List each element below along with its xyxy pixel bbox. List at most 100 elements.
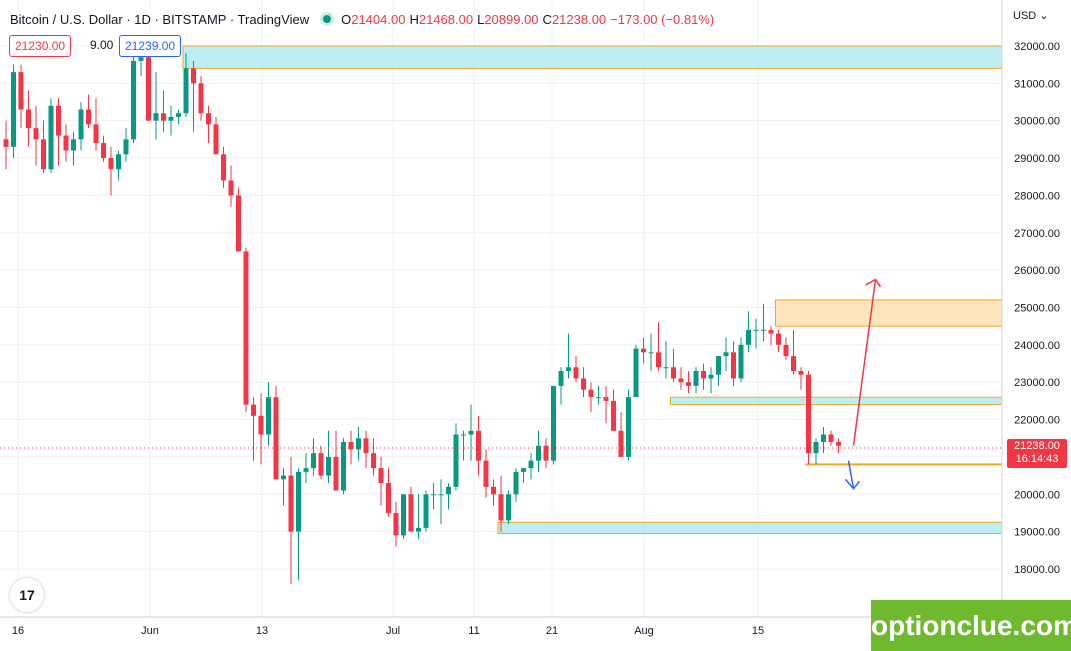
candle-body — [746, 329, 751, 345]
price-zone — [775, 299, 1003, 327]
price-zone — [670, 396, 1003, 406]
candle-body — [671, 367, 676, 379]
close-value: 21238.00 — [551, 11, 607, 27]
candle-body — [521, 468, 526, 472]
candle-body — [821, 434, 826, 442]
symbol-title[interactable]: Bitcoin / U.S. Dollar · 1D · BITSTAMP · … — [10, 11, 310, 27]
bullish-arrow-head — [865, 278, 882, 288]
candle-body — [776, 333, 781, 345]
candle-body — [386, 483, 391, 513]
high-value: 21468.00 — [418, 11, 474, 27]
price-tick-label: 20000.00 — [1014, 489, 1060, 501]
candle-body — [273, 397, 279, 480]
bar-countdown: 16:14:43 — [1015, 453, 1059, 465]
candle-body — [588, 389, 594, 398]
candle-body — [378, 468, 384, 484]
candle-body — [33, 128, 39, 140]
candle-body — [333, 456, 339, 491]
candle-body — [506, 494, 511, 521]
current-price-label: 21238.00 16:14:43 — [1007, 439, 1067, 468]
candle-body — [513, 471, 519, 495]
candle-body — [716, 356, 721, 375]
price-tick-label: 31000.00 — [1014, 78, 1060, 90]
candle-body — [258, 415, 264, 435]
candle-body — [41, 139, 46, 170]
currency-selector[interactable]: USD ⌄ — [1013, 10, 1049, 22]
candle-body — [3, 139, 9, 147]
high-label: H — [409, 11, 419, 27]
candle-body — [438, 494, 444, 496]
price-tick-label: 25000.00 — [1014, 302, 1060, 314]
candle-body — [611, 400, 616, 431]
price-tick-label: 22000.00 — [1014, 415, 1060, 427]
candle-body — [633, 348, 639, 398]
candle-body — [78, 109, 84, 140]
candle-body — [753, 329, 759, 331]
candle-body — [641, 348, 646, 353]
candle-body — [648, 352, 654, 354]
candle-body — [138, 57, 144, 61]
candle-body — [761, 329, 766, 331]
candle-body — [108, 158, 114, 170]
bearish-arrow — [847, 460, 855, 489]
candle-body — [423, 494, 429, 528]
price-tick-label: 24000.00 — [1014, 340, 1060, 352]
price-tick-label: 32000.00 — [1014, 41, 1060, 53]
candle-body — [566, 367, 571, 371]
time-tick-label: 21 — [546, 625, 558, 637]
buy-button[interactable]: 21239.00 — [119, 35, 182, 57]
price-zone — [497, 521, 1003, 535]
candle-body — [266, 397, 271, 435]
candle-body — [491, 486, 496, 495]
candle-body — [71, 139, 76, 151]
candle-body — [363, 438, 369, 454]
candle-body — [768, 329, 774, 334]
candle-body — [708, 374, 714, 379]
candle-body — [581, 378, 586, 390]
tradingview-logo-icon[interactable]: 17 — [10, 578, 44, 612]
change-value: −173.00 (−0.81%) — [610, 11, 715, 27]
candle-body — [536, 445, 541, 461]
price-tick-label: 19000.00 — [1014, 527, 1060, 539]
candle-body — [146, 57, 151, 121]
candle-body — [356, 438, 361, 450]
price-tick-label: 29000.00 — [1014, 153, 1060, 165]
candle-body — [468, 430, 474, 435]
candle-body — [528, 460, 534, 469]
time-tick-label: 13 — [256, 625, 268, 637]
candle-body — [603, 397, 609, 401]
candle-body — [341, 441, 346, 491]
candle-body — [701, 370, 706, 379]
candle-body — [18, 72, 24, 110]
price-tick-label: 18000.00 — [1014, 564, 1060, 576]
candle-body — [791, 356, 796, 371]
time-tick-label: 16 — [12, 625, 24, 637]
candle-body — [93, 124, 99, 144]
candle-body — [543, 445, 549, 461]
candle-body — [678, 378, 684, 383]
candle-body — [626, 397, 631, 457]
candle-body — [236, 195, 241, 252]
brand-watermark: optionclue.com — [871, 600, 1071, 651]
candle-body — [303, 468, 309, 472]
candle-body — [446, 486, 451, 495]
candle-body — [228, 180, 234, 196]
candle-body — [183, 68, 189, 114]
candle-body — [401, 494, 406, 536]
candle-body — [483, 460, 489, 487]
candle-body — [693, 370, 699, 386]
close-label: C — [542, 11, 552, 27]
candle-body — [558, 370, 564, 386]
candle-body — [86, 109, 91, 125]
candle-body — [551, 385, 556, 461]
open-label: O — [341, 11, 352, 27]
candle-body — [798, 370, 804, 375]
sell-button[interactable]: 21230.00 — [9, 35, 72, 57]
candle-body — [731, 352, 736, 379]
candle-body — [251, 404, 256, 416]
candle-body — [56, 105, 61, 136]
candle-body — [723, 352, 729, 357]
candle-body — [393, 512, 399, 536]
candle-body — [11, 72, 16, 147]
